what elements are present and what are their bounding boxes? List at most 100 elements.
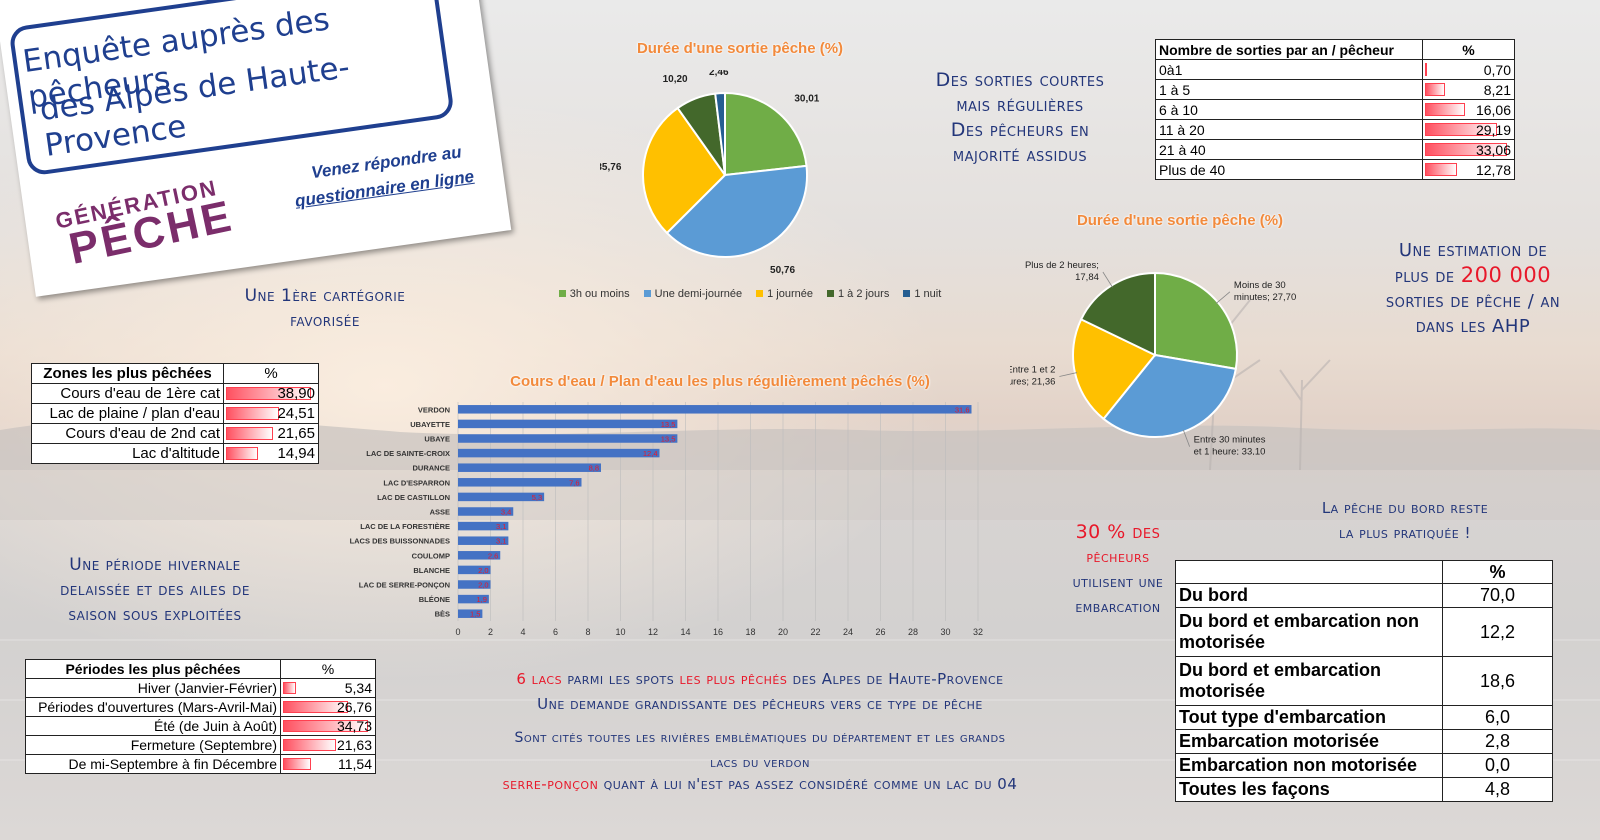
legend-label: 3h ou moins bbox=[569, 288, 630, 300]
category-label: UBAYETTE bbox=[410, 420, 450, 429]
periodes-row-value-text: 5,34 bbox=[344, 680, 372, 696]
pie2-data-label: heures; 21,36 bbox=[1010, 376, 1055, 387]
sorties-header-label: Nombre de sorties par an / pêcheur bbox=[1155, 39, 1423, 60]
pie-slice bbox=[714, 91, 726, 176]
sorties-row-value: 29,19 bbox=[1422, 119, 1515, 140]
note-lakes-highlight: les plus pêchés bbox=[679, 670, 788, 688]
note-sp-name: serre-ponçon bbox=[502, 775, 599, 793]
note-short-trips-line2: mais régulières bbox=[956, 94, 1084, 116]
legend-label: 1 à 2 jours bbox=[837, 288, 890, 300]
zones-row-value-text: 38,90 bbox=[277, 385, 315, 402]
pie1-data-label: 10,20 bbox=[663, 74, 688, 85]
periodes-data-bar bbox=[283, 720, 368, 732]
zones-header-label: Zones les plus pêchées bbox=[31, 363, 224, 384]
bord-row: Du bord 70,0 bbox=[1175, 583, 1553, 608]
sorties-row-label: 1 à 5 bbox=[1155, 79, 1423, 100]
sorties-data-bar bbox=[1425, 83, 1446, 96]
zones-row-label: Cours d'eau de 1ère cat bbox=[31, 383, 224, 404]
zones-row: Cours d'eau de 1ère cat 38,90 bbox=[31, 383, 319, 404]
note-estimate: Une estimation de plus de 200 000 sortie… bbox=[1368, 238, 1578, 339]
bar bbox=[458, 580, 491, 589]
bar-data-label: 13,5 bbox=[661, 435, 676, 444]
pie1-data-label: 2,46 bbox=[709, 70, 729, 78]
sorties-row-value: 33,06 bbox=[1422, 139, 1515, 160]
x-tick-label: 24 bbox=[843, 627, 853, 637]
x-tick-label: 10 bbox=[615, 627, 625, 637]
bank-fishing-table: % Du bord 70,0 Du bord et embarcation non … bbox=[1175, 560, 1553, 802]
note-lakes-text1: parmi les spots bbox=[562, 670, 680, 688]
note-winter-line1: Une période hivernale bbox=[69, 555, 241, 575]
sorties-data-bar bbox=[1425, 103, 1465, 116]
category-label: LAC DE LA FORESTIÈRE bbox=[360, 522, 450, 531]
sorties-row-value: 12,78 bbox=[1422, 159, 1515, 180]
category-label: BLÉONE bbox=[419, 595, 450, 604]
x-tick-label: 20 bbox=[778, 627, 788, 637]
sorties-data-bar bbox=[1425, 63, 1427, 76]
pie2-data-label: 17,84 bbox=[1075, 272, 1099, 283]
sorties-row-value-text: 12,78 bbox=[1475, 161, 1511, 178]
bord-row-value: 2,8 bbox=[1442, 729, 1553, 754]
periodes-row-label: Fermeture (Septembre) bbox=[25, 735, 281, 755]
note-lakes: 6 lacs parmi les spots les plus pêchés d… bbox=[440, 667, 1080, 717]
bord-row-label: Toutes les façons bbox=[1175, 777, 1443, 802]
bank-header-pct: % bbox=[1442, 560, 1553, 584]
zones-data-bar bbox=[226, 407, 280, 420]
sorties-data-bar bbox=[1425, 163, 1457, 176]
periodes-row-value-text: 26,76 bbox=[336, 699, 372, 715]
periodes-data-bar bbox=[283, 701, 349, 713]
pie1-chart: 30,01 50,76 35,76 10,20 2,46 bbox=[600, 70, 820, 276]
note-rivers-line2: lacs du verdon bbox=[710, 755, 810, 771]
pie1-data-label: 35,76 bbox=[600, 162, 622, 173]
x-tick-label: 2 bbox=[488, 627, 493, 637]
bar bbox=[458, 419, 678, 429]
periodes-data-bar bbox=[283, 739, 336, 751]
note-short-trips-line1: Des sorties courtes bbox=[935, 69, 1105, 91]
sorties-row-value: 8,21 bbox=[1422, 79, 1515, 100]
sorties-row-value: 16,06 bbox=[1422, 99, 1515, 120]
x-tick-label: 16 bbox=[713, 627, 723, 637]
bar-data-label: 31,6 bbox=[955, 405, 970, 414]
bord-row-label: Tout type d'embarcation bbox=[1175, 705, 1443, 730]
pie2-data-label: Plus de 2 heures; bbox=[1025, 260, 1099, 271]
note-estimate-line3: sorties de pêche / an bbox=[1385, 291, 1561, 312]
periodes-row-value-text: 34,73 bbox=[336, 718, 372, 734]
bord-row: Embarcation non motorisée 0,0 bbox=[1175, 753, 1553, 778]
legend-swatch bbox=[558, 290, 566, 297]
legend-label: 1 journée bbox=[767, 288, 813, 300]
sorties-row: Plus de 40 12,78 bbox=[1155, 159, 1515, 180]
sorties-row: 0à1 0,70 bbox=[1155, 59, 1515, 80]
note-rivers-line1: Sont cités toutes les rivières emblèmati… bbox=[514, 730, 1006, 746]
note-first-category-line2: favorisée bbox=[290, 311, 360, 331]
category-label: LAC DE SAINTE-CROIX bbox=[366, 449, 450, 458]
category-label: LAC DE SERRE-PONÇON bbox=[359, 581, 450, 590]
zones-row-label: Lac d'altitude bbox=[31, 443, 224, 464]
note-winter-line2: delaissée et des ailes de bbox=[60, 580, 250, 600]
category-label: ASSE bbox=[430, 508, 450, 517]
sorties-data-bar bbox=[1425, 143, 1507, 156]
note-estimate-number: 200 000 bbox=[1460, 263, 1552, 287]
zones-table: Zones les plus pêchées % Cours d'eau de … bbox=[31, 363, 319, 464]
note-rivers: Sont cités toutes les rivières emblèmati… bbox=[440, 726, 1080, 776]
note-winter: Une période hivernale delaissée et des a… bbox=[30, 553, 280, 628]
bord-row-label: Du bord et embarcation non motorisée bbox=[1175, 607, 1443, 657]
periodes-row-value: 34,73 bbox=[280, 716, 376, 736]
note-estimate-line1: Une estimation de bbox=[1398, 240, 1548, 261]
sorties-row-label: 6 à 10 bbox=[1155, 99, 1423, 120]
periodes-row-label: De mi-Septembre à fin Décembre bbox=[25, 754, 281, 774]
bar-data-label: 3,4 bbox=[501, 508, 511, 517]
pie2-data-label: minutes; 27,70 bbox=[1234, 292, 1296, 303]
periodes-data-bar bbox=[283, 682, 296, 694]
periodes-row-value: 5,34 bbox=[280, 678, 376, 698]
bar-data-label: 1,9 bbox=[476, 595, 486, 604]
periodes-row-value: 26,76 bbox=[280, 697, 376, 717]
pie-slice bbox=[1154, 271, 1238, 370]
sorties-row-value: 0,70 bbox=[1422, 59, 1515, 80]
bar-chart-title: Cours d'eau / Plan d'eau les plus réguli… bbox=[510, 373, 930, 390]
pie1-legend: 3h ou moins Une demi-journée 1 journée 1 à … bbox=[540, 288, 960, 300]
periods-header-pct: % bbox=[280, 659, 376, 679]
note-estimate-line4: dans les AHP bbox=[1415, 316, 1531, 337]
note-bank-line2: la plus pratiquée ! bbox=[1338, 524, 1472, 542]
periodes-row-value: 21,63 bbox=[280, 735, 376, 755]
bank-header-empty bbox=[1175, 560, 1443, 584]
bar-data-label: 2,0 bbox=[478, 566, 488, 575]
